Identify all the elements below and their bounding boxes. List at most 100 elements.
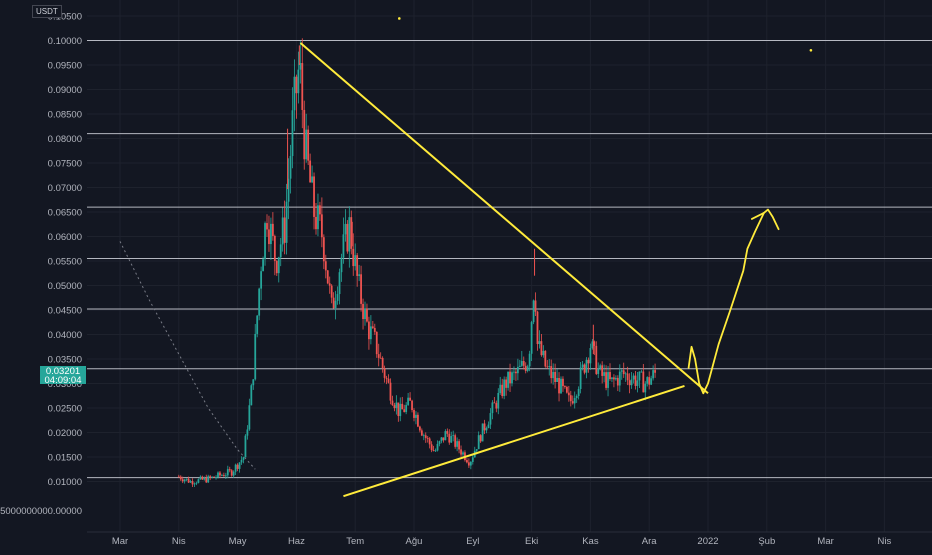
candle-body	[368, 321, 370, 340]
candle-body	[273, 235, 276, 261]
candle-body	[426, 437, 429, 439]
annotations	[299, 17, 813, 498]
candle-body	[391, 400, 394, 406]
candle-body	[181, 479, 184, 482]
candle-body	[495, 403, 498, 409]
candle-body	[638, 371, 641, 381]
candle-body	[189, 481, 192, 483]
candle-body	[518, 365, 521, 367]
marker-dot	[398, 17, 401, 20]
candle-body	[460, 449, 462, 455]
candle-body	[654, 370, 656, 373]
x-tick-label: Ara	[642, 536, 658, 547]
x-tick-label: Nis	[878, 536, 892, 547]
candle-body	[291, 110, 294, 157]
candle-body	[277, 257, 280, 274]
y-tick-label: 0.09500	[48, 61, 82, 72]
candle-body	[268, 229, 270, 245]
candle-body	[622, 370, 625, 374]
candle-body	[209, 476, 212, 478]
candle-body	[317, 205, 319, 230]
candle-body	[554, 371, 557, 383]
candle-body	[650, 378, 653, 385]
candle-body	[411, 400, 413, 411]
candle-body	[360, 274, 362, 304]
candle-body	[483, 423, 486, 431]
candle-body	[415, 414, 417, 418]
y-tick-label: 0.06000	[48, 232, 82, 243]
candle-body	[579, 367, 582, 390]
candle-body	[362, 303, 364, 320]
candle-body	[430, 444, 433, 451]
candle-body	[585, 359, 588, 373]
candle-body	[613, 377, 615, 380]
projection-path	[687, 208, 780, 395]
candle-body	[493, 402, 496, 404]
candle-body	[469, 461, 472, 466]
x-tick-label: May	[229, 536, 247, 547]
candle-body	[567, 392, 570, 396]
x-tick-label: Nis	[172, 536, 186, 547]
candle-body	[450, 436, 453, 443]
candle-body	[193, 483, 196, 485]
candle-body	[248, 405, 251, 430]
candle-body	[507, 371, 509, 388]
y-tick-label: 0.04500	[48, 306, 82, 317]
candle-body	[287, 178, 290, 202]
candle-body	[542, 350, 545, 356]
x-tick-label: Kas	[582, 536, 599, 547]
candle-body	[418, 426, 421, 431]
candle-body	[513, 371, 515, 373]
candle-body	[301, 63, 304, 110]
candle-body	[313, 176, 315, 217]
candle-body	[177, 476, 180, 478]
candle-body	[462, 452, 464, 455]
candle-body	[564, 386, 566, 387]
candle-body	[246, 429, 249, 436]
candle-body	[475, 449, 478, 451]
candle-body	[556, 378, 558, 383]
candle-body	[228, 469, 231, 471]
candle-body	[195, 482, 198, 484]
candle-body	[501, 384, 504, 397]
candle-body	[442, 437, 445, 441]
candle-body	[438, 441, 441, 444]
candle-body	[503, 379, 506, 397]
candle-body	[315, 216, 317, 230]
candle-body	[399, 403, 402, 417]
candle-body	[481, 423, 484, 442]
candle-body	[346, 223, 349, 252]
candle-body	[330, 285, 333, 298]
candle-body	[624, 373, 627, 375]
candle-body	[373, 327, 376, 332]
candle-body	[614, 377, 617, 380]
candle-body	[254, 333, 257, 380]
candle-body	[266, 223, 268, 230]
candle-body	[342, 234, 345, 258]
candle-body	[322, 237, 325, 262]
candle-body	[632, 375, 635, 380]
candle-body	[520, 361, 523, 366]
candle-body	[485, 428, 488, 431]
candle-body	[326, 270, 329, 284]
y-tick-label: 0.05000	[48, 281, 82, 292]
y-tick-label: 0.02000	[48, 428, 82, 439]
candle-body	[448, 433, 451, 443]
candle-body	[609, 372, 611, 380]
candle-body	[389, 382, 392, 401]
axes: 0.10500 0.10000 0.09500 0.09000 0.08500 0.080…	[0, 12, 932, 547]
candle-body	[444, 431, 447, 441]
candle-body	[515, 371, 517, 374]
candle-body	[401, 403, 404, 410]
candle-body	[264, 223, 266, 260]
candle-body	[375, 331, 378, 355]
candle-body	[366, 308, 368, 322]
candle-body	[646, 377, 649, 384]
candle-body	[289, 156, 292, 179]
candle-body	[648, 377, 651, 385]
candle-body	[558, 378, 560, 394]
candle-body	[530, 322, 533, 354]
candle-body	[393, 405, 396, 409]
